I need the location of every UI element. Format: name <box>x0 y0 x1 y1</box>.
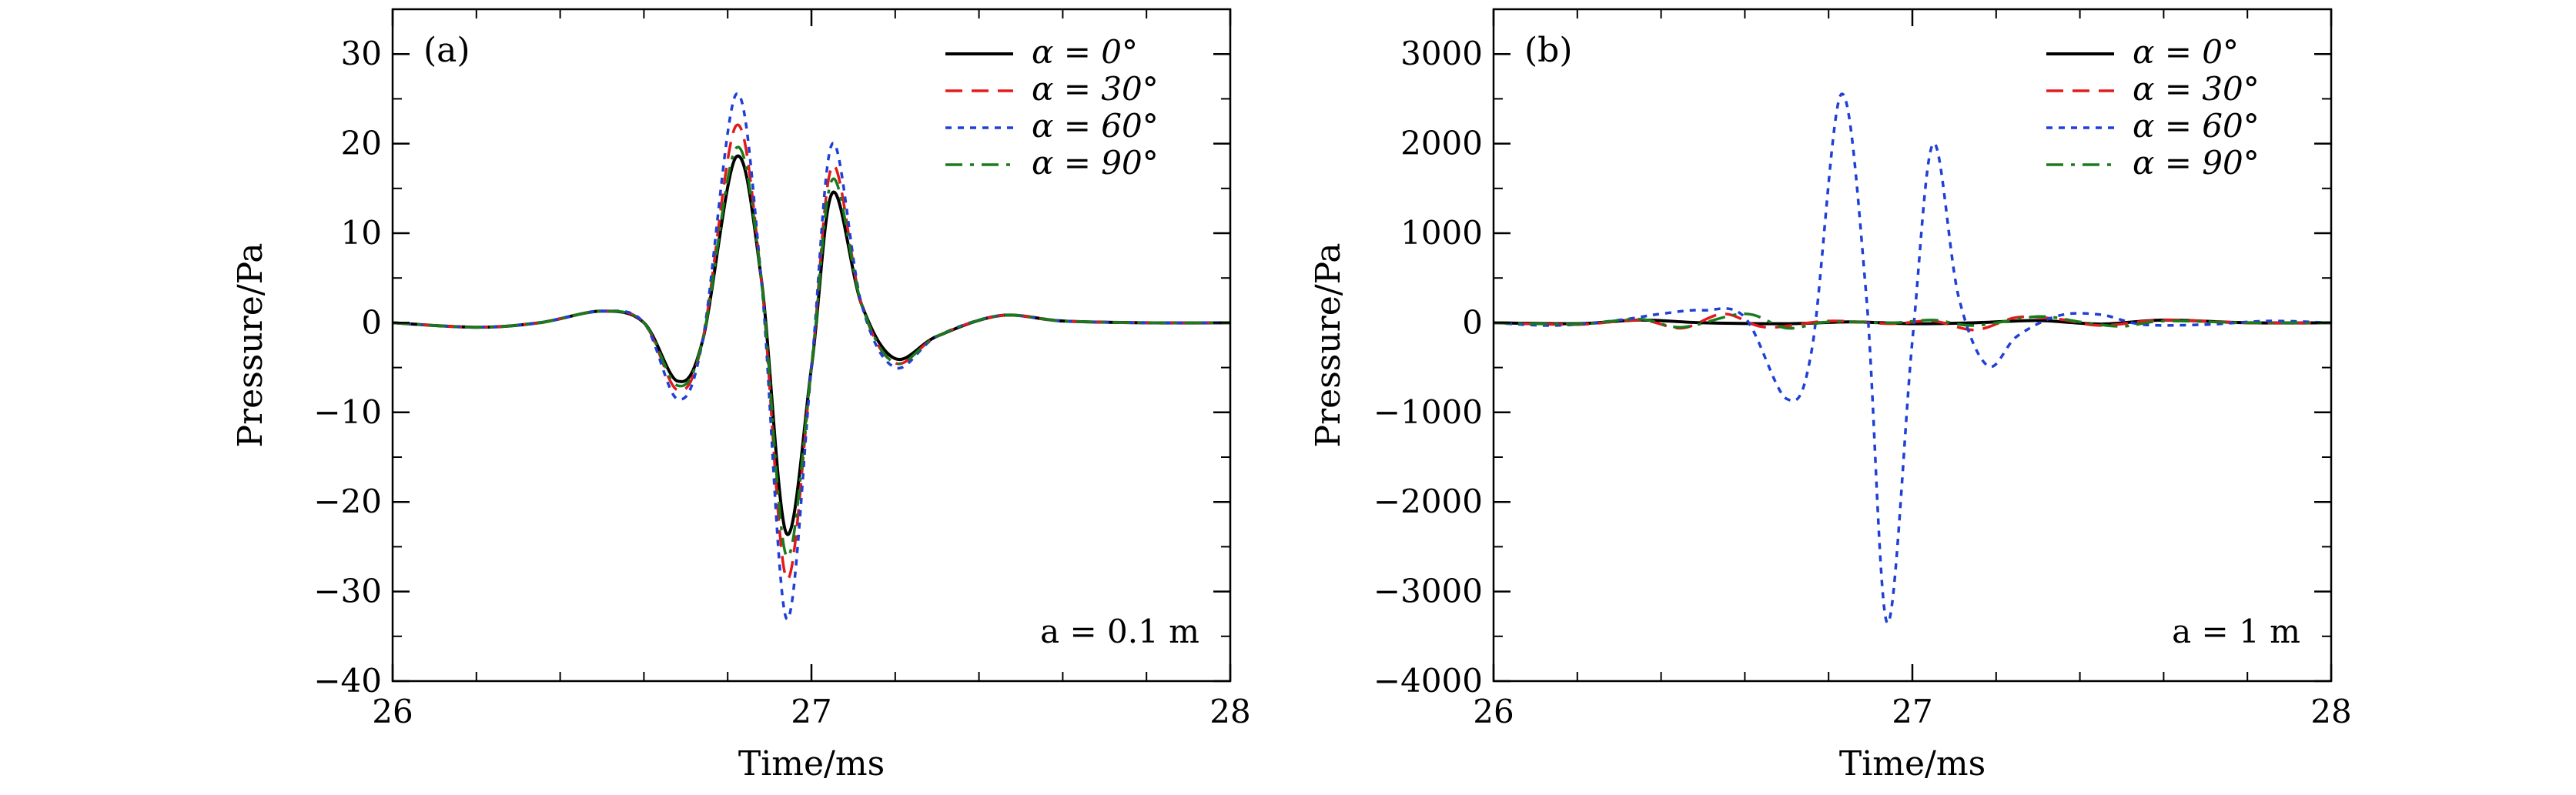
y-tick-label: −20 <box>313 483 382 520</box>
y-tick-label: −1000 <box>1373 393 1483 431</box>
y-axis-title: Pressure/Pa <box>231 243 270 448</box>
series-group <box>1494 92 2331 625</box>
legend: α = 0°α = 30°α = 60°α = 90° <box>945 33 1159 182</box>
legend-label-0: α = 0° <box>2133 33 2239 71</box>
y-tick-label: 2000 <box>1400 125 1483 162</box>
y-tick-label: 30 <box>341 35 382 72</box>
y-tick-label: 1000 <box>1400 214 1483 252</box>
panel-label: (b) <box>1524 31 1573 70</box>
y-tick-label: −10 <box>313 393 382 431</box>
legend-label-1: α = 30° <box>2133 70 2260 108</box>
legend-label-3: α = 90° <box>1032 144 1159 182</box>
legend-label-3: α = 90° <box>2133 144 2260 182</box>
legend-label-0: α = 0° <box>1032 33 1138 71</box>
panel-label: (a) <box>423 31 470 70</box>
y-tick-label: −30 <box>313 573 382 610</box>
legend: α = 0°α = 30°α = 60°α = 90° <box>2046 33 2260 182</box>
annotation: a = 0.1 m <box>1040 613 1199 650</box>
y-axis-title: Pressure/Pa <box>1309 243 1348 448</box>
x-tick-label: 27 <box>791 693 831 730</box>
y-tick-label: 0 <box>361 303 382 341</box>
series-group <box>393 92 1230 621</box>
panel-b: 26 27 28 −4000 −3000 −2000 −1000 0 1000 2000 3000 T… <box>1309 8 2352 783</box>
y-tick-label: −2000 <box>1373 483 1483 520</box>
x-axis-title: Time/ms <box>738 744 885 783</box>
y-tick-label: −4000 <box>1373 662 1483 700</box>
x-tick-label: 26 <box>1473 693 1514 730</box>
series-line-1 <box>393 123 1230 581</box>
x-tick-label: 28 <box>2310 693 2351 730</box>
y-tick-label: 3000 <box>1400 35 1483 72</box>
legend-label-1: α = 30° <box>1032 70 1159 108</box>
y-tick-label: −3000 <box>1373 573 1483 610</box>
x-axis-title: Time/ms <box>1839 744 1986 783</box>
series-line-3 <box>393 145 1230 559</box>
x-tick-label: 28 <box>1209 693 1250 730</box>
y-tick-label: 0 <box>1462 303 1483 341</box>
annotation: a = 1 m <box>2172 613 2300 650</box>
series-line-3 <box>1494 312 2331 330</box>
y-tick-label: 10 <box>341 214 382 252</box>
y-tick-label: 20 <box>341 125 382 162</box>
x-tick-label: 26 <box>372 693 413 730</box>
y-tick-label: −40 <box>313 662 382 700</box>
legend-label-2: α = 60° <box>2133 107 2260 145</box>
legend-label-2: α = 60° <box>1032 107 1159 145</box>
series-line-0 <box>393 154 1230 536</box>
x-tick-label: 27 <box>1892 693 1932 730</box>
panel-a: 26 27 28 −40 −30 −20 −10 0 10 20 30 Time/ms Pressure… <box>231 8 1251 783</box>
